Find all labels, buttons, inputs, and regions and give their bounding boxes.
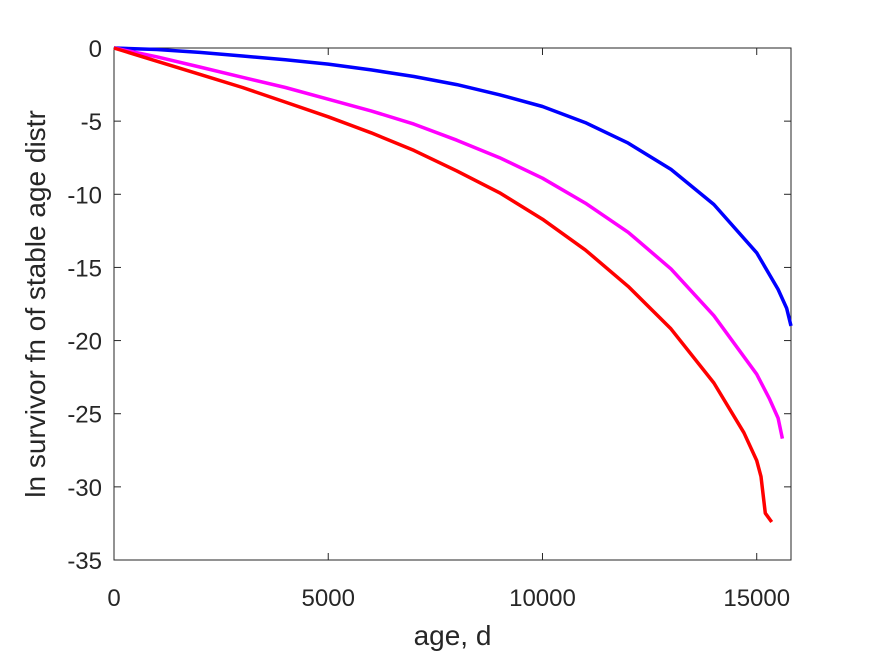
y-tick-label: -20 xyxy=(67,329,102,356)
y-tick-label: -5 xyxy=(81,109,102,136)
series-line-1 xyxy=(113,46,785,439)
x-tick-label: 5000 xyxy=(302,585,355,612)
x-tick-label: 15000 xyxy=(723,585,790,612)
y-tick-label: -10 xyxy=(67,182,102,209)
y-tick-label: 0 xyxy=(89,36,102,63)
x-axis: 0 5000 10000 15000 xyxy=(107,48,790,612)
x-axis-title: age, d xyxy=(414,620,492,651)
series-line-0 xyxy=(113,46,793,327)
series-lines xyxy=(113,46,793,524)
y-axis: 0 -5 -10 -15 -20 -25 -30 -35 xyxy=(67,36,791,575)
y-axis-title: ln survivor fn of stable age distr xyxy=(20,110,51,498)
x-tick-label: 0 xyxy=(107,585,120,612)
y-tick-label: -30 xyxy=(67,475,102,502)
y-tick-label: -35 xyxy=(67,548,102,575)
y-tick-label: -15 xyxy=(67,255,102,282)
plot-area xyxy=(113,47,792,561)
series-line-2 xyxy=(113,46,774,524)
x-tick-label: 10000 xyxy=(509,585,576,612)
y-tick-label: -25 xyxy=(67,402,102,429)
